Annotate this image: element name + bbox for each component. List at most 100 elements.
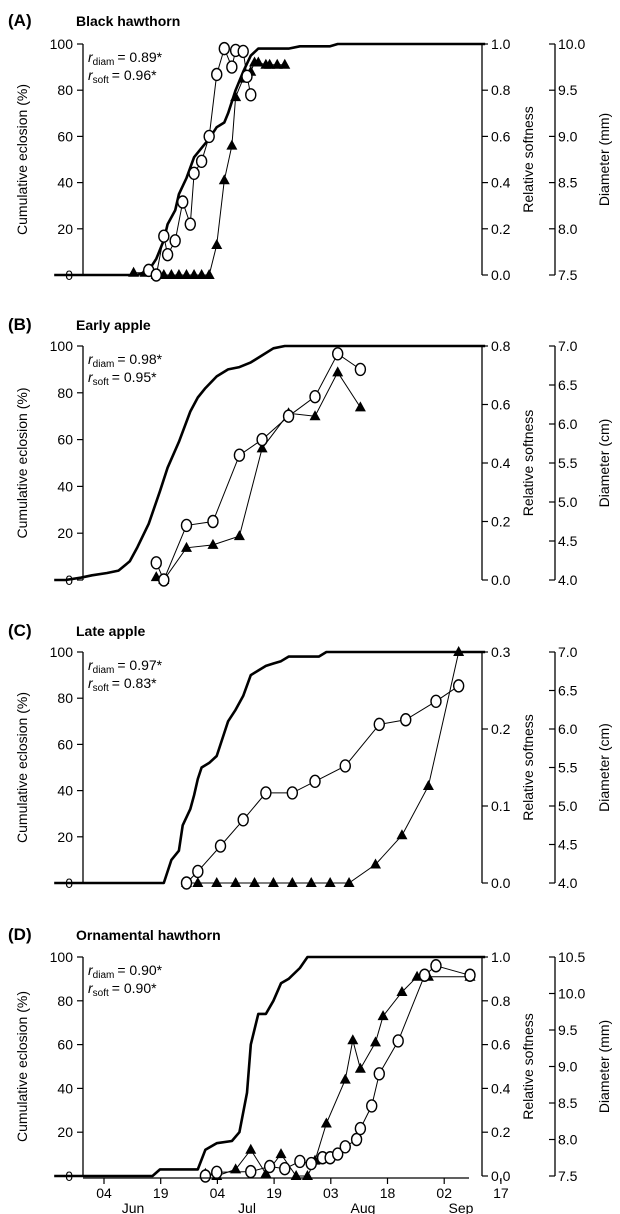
softness-point [218,174,230,185]
diameter-point [354,1121,367,1136]
diameter-point [282,409,295,423]
left-tick-label: 40 [57,478,73,494]
diameter-point [464,968,476,982]
r-diam-label: rdiam = 0.89* [88,49,163,68]
diameter-tick-label: 6.0 [558,416,578,432]
diameter-point [177,195,189,209]
diameter-point [373,717,385,732]
diameter-point [260,786,272,800]
left-tick-label: 100 [50,36,74,52]
diameter-tick-label: 6.0 [558,721,578,737]
diameter-point [158,229,170,243]
diameter-point [207,514,219,529]
left-axis-title: Cumulative eclosion (%) [14,692,30,843]
softness-point [396,829,408,840]
panel-letter: (D) [8,925,32,944]
diameter-series-line [205,965,471,1177]
diameter-point [237,813,249,827]
diameter-point [245,1164,257,1179]
softness-point [377,1010,389,1021]
softness-point [275,1148,287,1159]
diameter-tick-label: 7.5 [558,1168,578,1184]
diameter-tick-label: 9.0 [558,1059,578,1075]
softness-point [422,779,434,790]
left-tick-label: 60 [57,1037,73,1053]
left-tick-label: 100 [50,644,74,660]
left-tick-label: 100 [50,338,74,354]
diameter-tick-label: 9.5 [558,82,578,98]
softness-point [207,538,219,549]
softness-tick-label: 1.0 [491,949,511,965]
softness-point [370,1036,381,1047]
diameter-point [211,67,223,82]
softness-point [370,858,381,869]
diameter-point [309,774,321,789]
r-diam-label: rdiam = 0.97* [88,657,163,676]
eclosion-series-line [54,650,486,885]
shared-x-axis: 04 19 04 19 03 18 02 17 Jun Jul Aug Sep [83,1177,509,1214]
left-tick-label: 40 [57,175,73,191]
diameter-tick-label: 10.5 [558,949,585,965]
left-axis-title: Cumulative eclosion (%) [14,388,30,539]
diameter-point [279,1161,291,1176]
softness-tick-label: 0.4 [491,1080,511,1096]
softness-point [165,269,177,279]
diameter-point [339,1140,351,1154]
softness-point [173,269,185,279]
softness-point [128,266,140,277]
diameter-tick-label: 5.5 [558,760,578,776]
x-tick-label: 02 [436,1185,452,1201]
softness-point [256,442,268,453]
softness-tick-label: 0.0 [491,267,511,283]
diameter-point [339,759,351,773]
diameter-series-line [186,685,459,884]
diameter-tick-label: 10.0 [558,36,585,52]
diameter-tick-label: 4.5 [558,837,578,853]
left-tick-label: 20 [57,525,73,541]
softness-point [396,986,408,997]
diameter-tick-label: 7.0 [558,338,578,354]
softness-point [181,541,192,552]
x-tick-label: 19 [153,1185,169,1201]
diameter-tick-label: 4.5 [558,533,578,549]
softness-tick-label: 0.0 [491,572,511,588]
x-month-label: Jul [238,1200,256,1214]
softness-tick-label: 0.0 [491,875,511,891]
softness-point [267,877,279,887]
diameter-tick-label: 5.0 [558,798,578,814]
panel-letter: (A) [8,11,32,30]
diameter-tick-label: 8.5 [558,175,578,191]
r-soft-label: rsoft = 0.95* [88,369,157,388]
diameter-tick-label: 5.5 [558,455,578,471]
softness-point [230,1163,242,1174]
softness-tick-label: 0.4 [491,455,511,471]
diameter-tick-label: 8.5 [558,1095,578,1111]
diameter-point [418,968,431,982]
softness-tick-label: 0.2 [491,221,511,237]
panel-title: Late apple [76,623,145,639]
diameter-point [150,268,162,282]
softness-point [347,1034,359,1045]
x-tick-label: 19 [266,1185,282,1201]
softness-tick-label: 0.6 [491,1037,511,1053]
x-month-label: Sep [449,1200,474,1214]
diameter-point [263,1159,276,1174]
softness-point [211,877,223,887]
softness-tick-label: 0.4 [491,175,511,191]
eclosion-series-line [54,344,486,582]
diameter-tick-label: 6.5 [558,377,578,393]
softness-point [343,877,355,887]
softness-series-line [133,62,285,276]
diameter-tick-label: 6.5 [558,683,578,699]
softness-axis-title: Relative softness [520,106,536,213]
diameter-tick-label: 7.0 [558,644,578,660]
softness-point [245,1143,257,1154]
diameter-tick-label: 8.0 [558,221,578,237]
softness-point [203,269,215,279]
eclosion-series-line [54,955,486,1178]
softness-tick-label: 0.6 [491,128,511,144]
softness-tick-label: 0.8 [491,993,511,1009]
softness-point [249,877,261,887]
